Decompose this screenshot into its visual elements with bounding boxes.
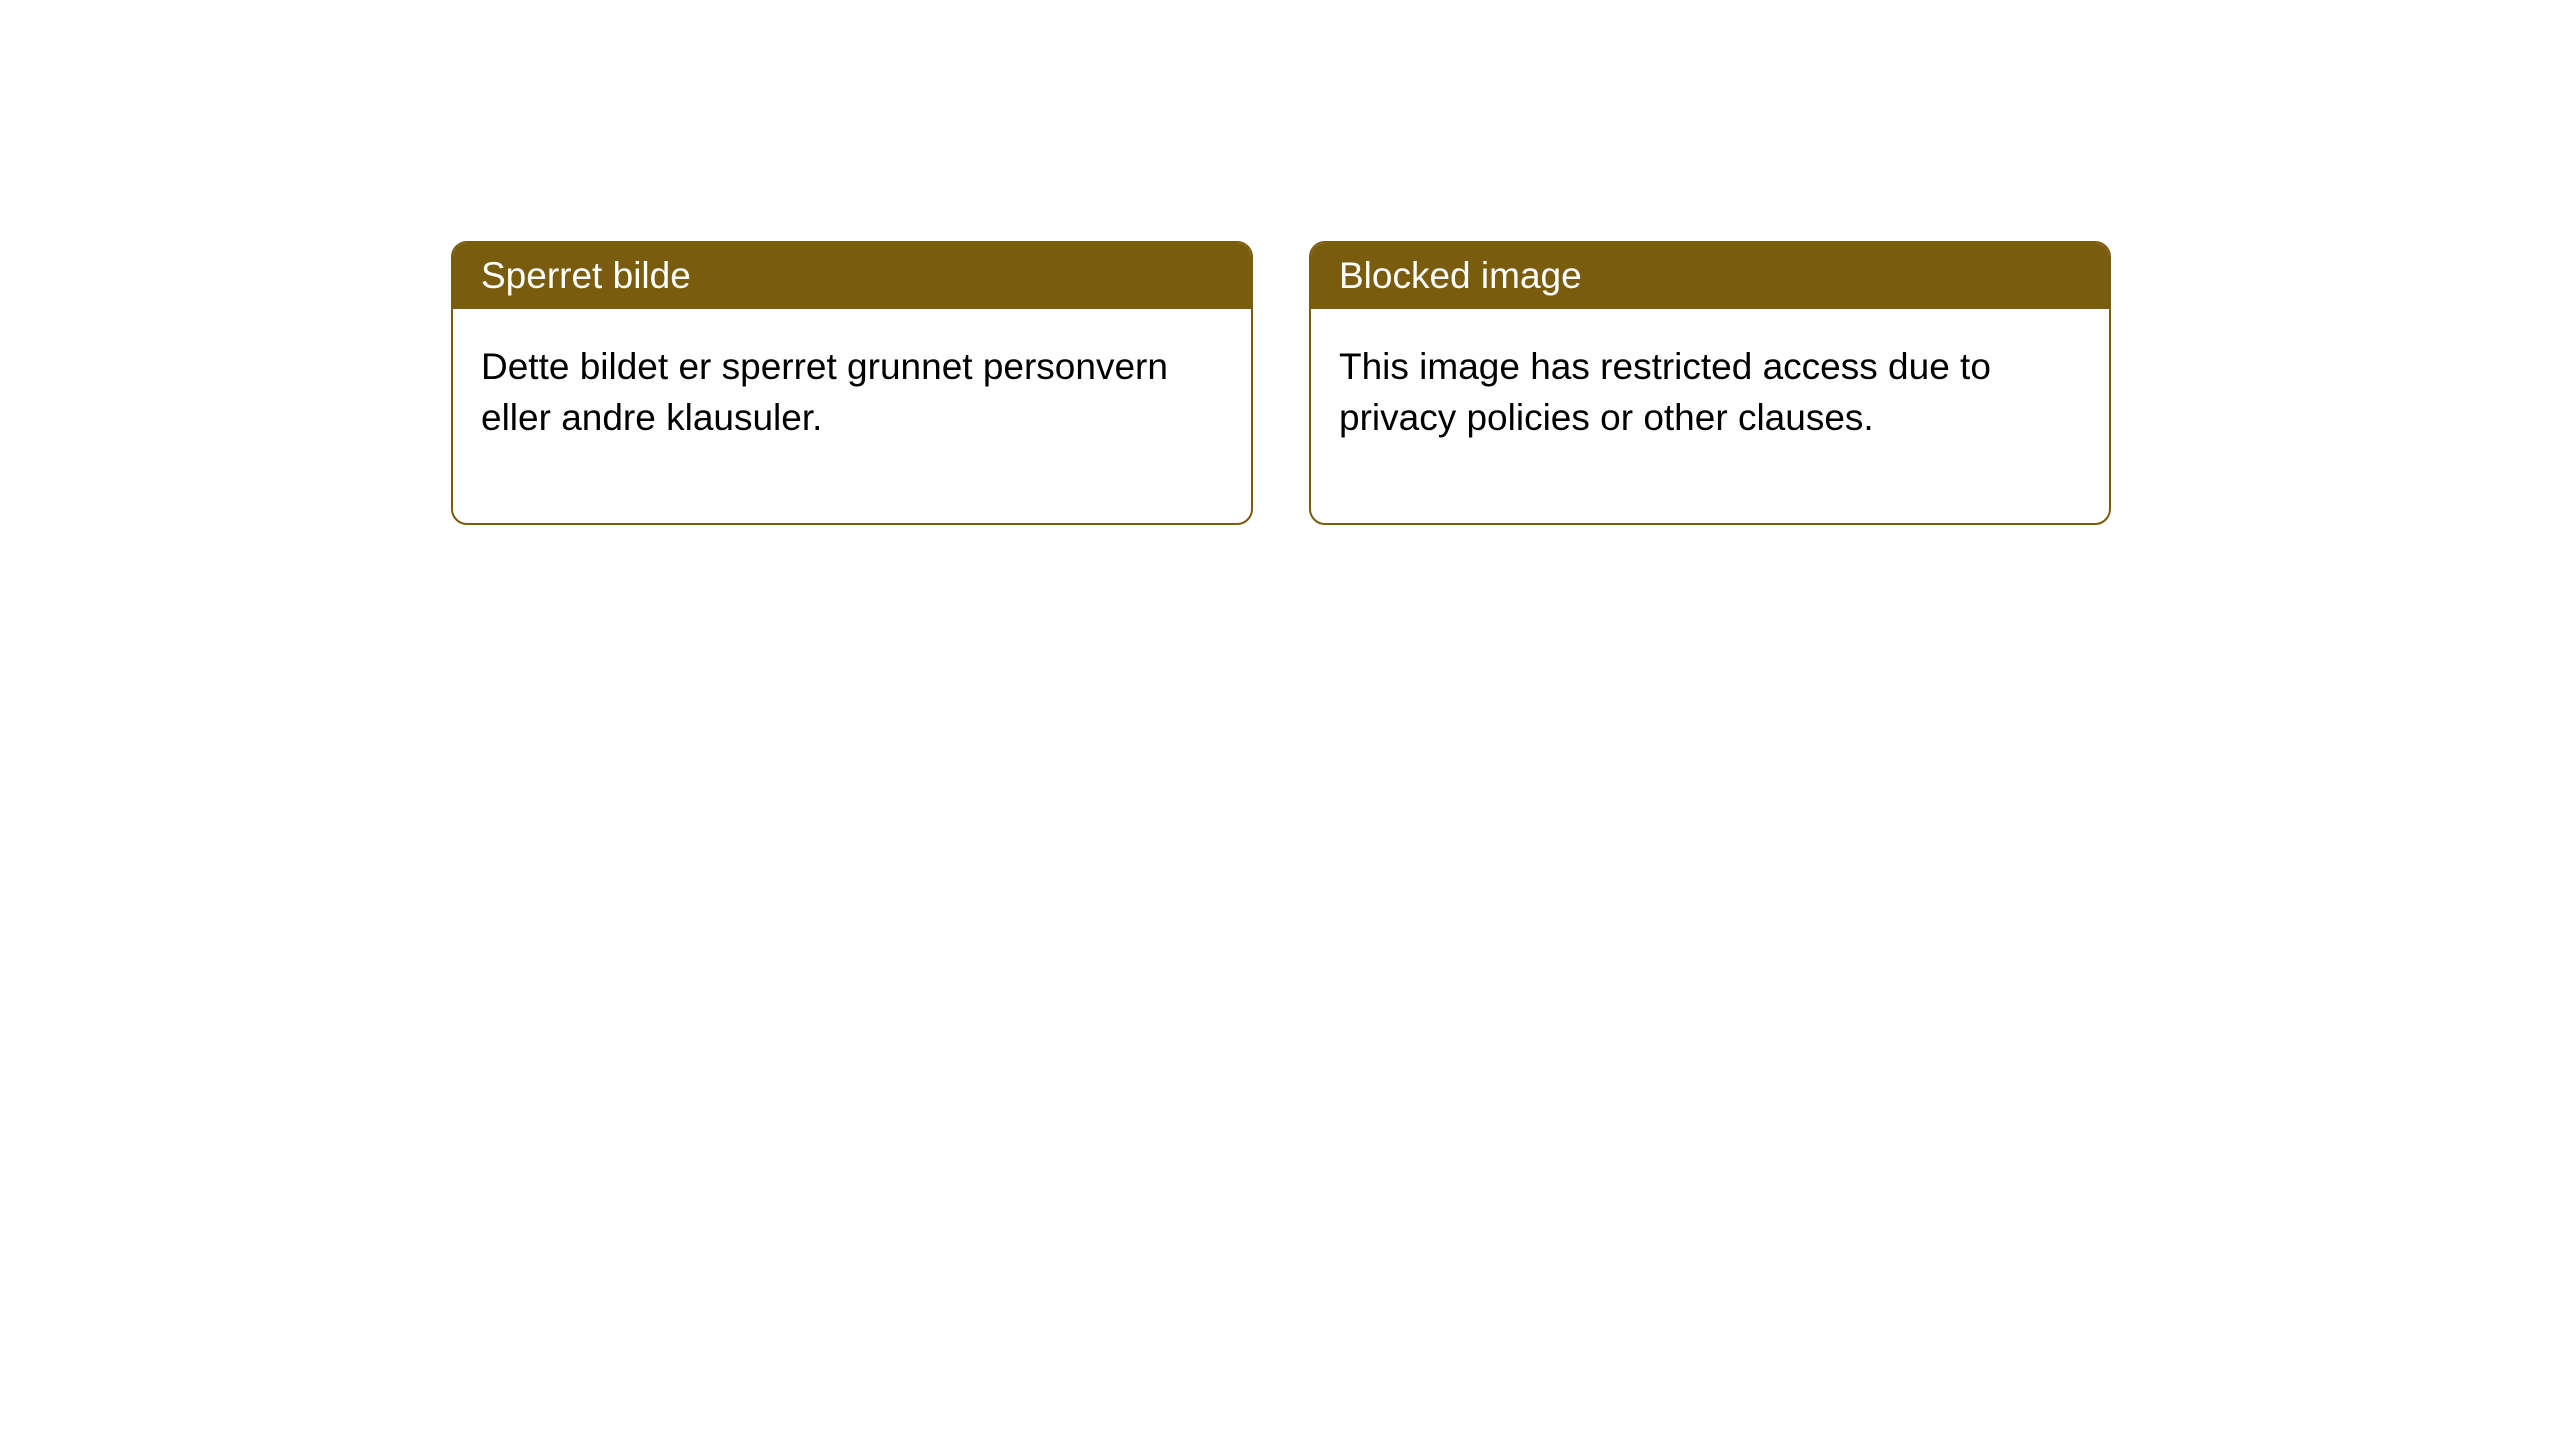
card-title: Blocked image [1339,255,1582,296]
card-title: Sperret bilde [481,255,691,296]
card-norwegian: Sperret bilde Dette bildet er sperret gr… [451,241,1253,525]
card-body-text: This image has restricted access due to … [1339,346,1991,438]
cards-container: Sperret bilde Dette bildet er sperret gr… [451,241,2560,525]
card-header: Sperret bilde [453,243,1251,309]
card-header: Blocked image [1311,243,2109,309]
card-english: Blocked image This image has restricted … [1309,241,2111,525]
card-body: Dette bildet er sperret grunnet personve… [453,309,1251,523]
card-body-text: Dette bildet er sperret grunnet personve… [481,346,1168,438]
card-body: This image has restricted access due to … [1311,309,2109,523]
